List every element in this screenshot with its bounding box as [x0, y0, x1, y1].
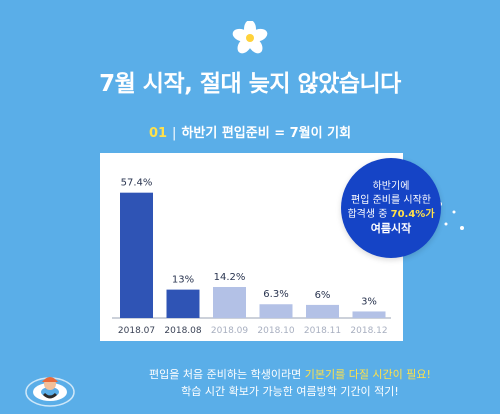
x-tick-label: 2018.11: [304, 326, 341, 336]
x-tick-label: 2018.07: [118, 326, 155, 336]
subtitle-text: 하반기 편입준비 = 7월이 기회: [181, 126, 352, 141]
bar-2018.07: [120, 192, 153, 318]
subtitle-number: 01: [148, 126, 168, 141]
callout-line3: 합격생 중 70.4%가: [341, 208, 441, 222]
bar-2018.11: [306, 304, 339, 318]
footer-line1: 편입을 처음 준비하는 학생이라면 기본기를 다질 시간이 필요!: [90, 366, 490, 383]
page-title: 7월 시작, 절대 늦지 않았습니다: [99, 71, 401, 97]
subtitle-separator: |: [172, 126, 177, 141]
footer-line2: 학습 시간 확보가 가능한 여름방학 기간이 적기!: [181, 385, 399, 398]
x-tick-label: 2018.08: [164, 326, 201, 336]
callout-line3-pre: 합격생 중: [347, 209, 388, 220]
chart-card: 57.4% 2018.07 13% 2018.08 14.2% 2018.09 6.3% 20…: [100, 153, 403, 341]
bar-2018.12: [352, 311, 386, 318]
callout-line2: 편입 준비를 시작한: [351, 195, 431, 206]
footer-highlight: 기본기를 다질 시간이 필요!: [304, 368, 431, 381]
data-label: 57.4%: [121, 178, 153, 189]
page-subtitle: 01 | 하반기 편입준비 = 7월이 기회: [0, 122, 500, 141]
footer-text: 편입을 처음 준비하는 학생이라면 기본기를 다질 시간이 필요! 학습 시간 …: [90, 366, 490, 400]
data-label: 3%: [361, 296, 377, 307]
pool-float-icon: [25, 377, 75, 407]
bar-2018.09: [213, 286, 246, 318]
data-label: 6%: [315, 290, 331, 301]
bar-chart: 57.4% 2018.07 13% 2018.08 14.2% 2018.09 6.3% 20…: [112, 178, 391, 336]
callout-highlight: 70.4%가: [390, 209, 435, 220]
x-tick-label: 2018.12: [350, 326, 387, 336]
callout-badge: 하반기에 편입 준비를 시작한 합격생 중 70.4%가 여름시작: [341, 158, 441, 258]
bar-2018.10: [259, 304, 293, 318]
data-label: 6.3%: [263, 289, 288, 300]
flower-icon: [232, 21, 268, 54]
data-label: 13%: [172, 275, 194, 286]
x-tick-label: 2018.10: [257, 326, 294, 336]
callout-line1: 하반기에: [372, 181, 410, 192]
footer-line1-pre: 편입을 처음 준비하는 학생이라면: [149, 368, 302, 381]
callout-line4: 여름시작: [370, 222, 412, 235]
bar-2018.08: [166, 289, 200, 318]
data-label: 14.2%: [214, 272, 246, 283]
x-tick-label: 2018.09: [211, 326, 248, 336]
